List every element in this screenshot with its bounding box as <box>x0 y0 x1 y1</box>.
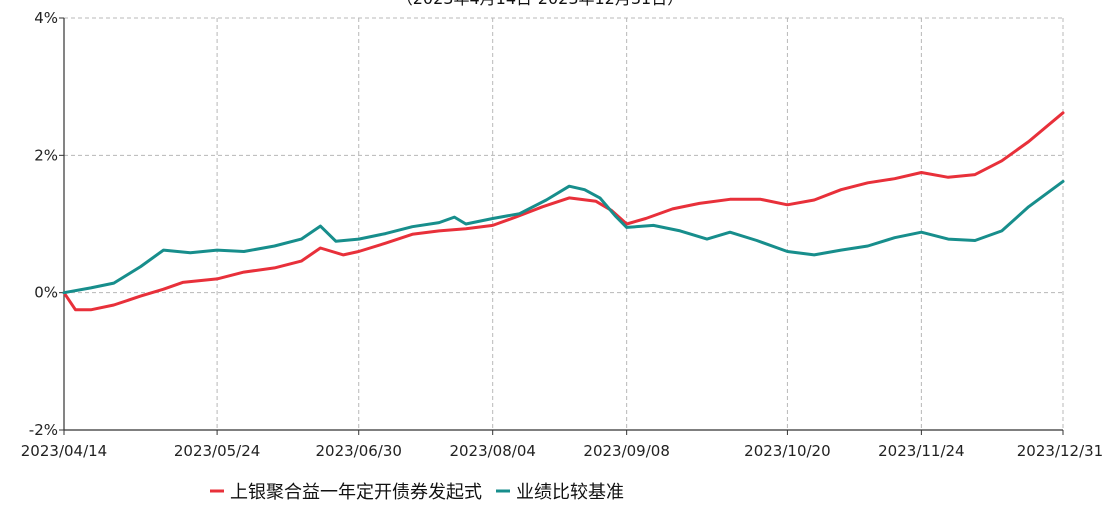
legend-label-2: 业绩比较基准 <box>516 482 624 503</box>
grid <box>64 17 1064 430</box>
x-tick-label: 2023/10/20 <box>744 442 830 460</box>
y-tick-label: 4% <box>34 9 58 27</box>
axes <box>59 17 1064 435</box>
x-tick-label: 2023/11/24 <box>878 442 964 460</box>
y-tick-label: 0% <box>34 284 58 302</box>
chart-title: （2023年4月14日-2023年12月31日） <box>397 0 683 8</box>
legend-label-1: 上银聚合益一年定开债券发起式 <box>230 482 482 503</box>
x-tick-label: 2023/06/30 <box>315 442 401 460</box>
x-tick-label: 2023/08/04 <box>449 442 535 460</box>
legend: 上银聚合益一年定开债券发起式 业绩比较基准 <box>210 482 624 503</box>
series-line-1 <box>62 111 1065 312</box>
series-line-2 <box>62 179 1065 295</box>
x-tick-label: 2023/05/24 <box>174 442 260 460</box>
y-tick-label: 2% <box>34 146 58 164</box>
x-tick-label: 2023/12/31 <box>1017 442 1103 460</box>
x-tick-label: 2023/04/14 <box>21 442 107 460</box>
y-tick-label: -2% <box>29 421 58 439</box>
tick-labels: 4% 2% 0% -2% 2023/04/14 2023/05/24 2023/06/30 2… <box>21 9 1103 460</box>
series-layer <box>62 111 1065 312</box>
x-tick-label: 2023/09/08 <box>583 442 669 460</box>
